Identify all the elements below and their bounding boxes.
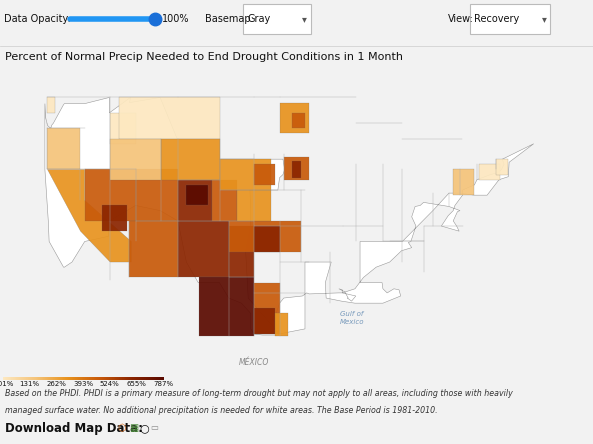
Text: Gray: Gray — [247, 14, 270, 24]
Polygon shape — [212, 180, 237, 221]
FancyBboxPatch shape — [470, 4, 550, 34]
Text: Data Opacity:: Data Opacity: — [4, 14, 71, 24]
Polygon shape — [45, 97, 534, 335]
Polygon shape — [254, 164, 275, 185]
Text: Percent of Normal Precip Needed to End Drought Conditions in 1 Month: Percent of Normal Precip Needed to End D… — [5, 52, 403, 62]
Text: 0.01%: 0.01% — [0, 381, 14, 387]
Polygon shape — [178, 180, 212, 221]
Text: Basemap:: Basemap: — [205, 14, 254, 24]
Polygon shape — [119, 97, 220, 139]
Text: 100%: 100% — [162, 14, 190, 24]
Text: managed surface water. No additional precipitation is needed for white areas. Th: managed surface water. No additional pre… — [5, 406, 438, 415]
Text: MÉXICO: MÉXICO — [239, 358, 269, 367]
Text: Recovery: Recovery — [474, 14, 519, 24]
Text: ▾: ▾ — [542, 14, 547, 24]
Polygon shape — [254, 226, 279, 252]
Polygon shape — [199, 278, 254, 336]
Polygon shape — [110, 113, 136, 144]
Text: 524%: 524% — [100, 381, 120, 387]
Polygon shape — [47, 170, 131, 262]
Polygon shape — [237, 190, 271, 221]
Polygon shape — [101, 206, 127, 231]
Text: ▭: ▭ — [150, 424, 158, 432]
Polygon shape — [284, 157, 309, 180]
Polygon shape — [479, 164, 500, 180]
Polygon shape — [47, 128, 81, 170]
Polygon shape — [85, 170, 136, 221]
Text: ⬡: ⬡ — [117, 423, 126, 433]
Polygon shape — [496, 159, 508, 174]
Polygon shape — [129, 221, 178, 278]
Text: Based on the PHDI. PHDI is a primary measure of long-term drought but may not ap: Based on the PHDI. PHDI is a primary mea… — [5, 389, 512, 398]
Polygon shape — [275, 313, 288, 336]
Polygon shape — [110, 139, 161, 180]
Text: 393%: 393% — [73, 381, 93, 387]
Polygon shape — [254, 308, 275, 334]
Polygon shape — [161, 139, 220, 180]
Text: ▦: ▦ — [129, 423, 138, 433]
Polygon shape — [47, 97, 55, 113]
Text: ▾: ▾ — [302, 14, 307, 24]
Polygon shape — [292, 161, 301, 178]
Text: View:: View: — [448, 14, 474, 24]
Polygon shape — [229, 226, 254, 278]
Text: 655%: 655% — [126, 381, 146, 387]
Polygon shape — [178, 221, 229, 278]
Polygon shape — [453, 170, 474, 195]
Text: ○: ○ — [139, 423, 149, 433]
Polygon shape — [292, 113, 305, 128]
Polygon shape — [220, 159, 271, 190]
Polygon shape — [186, 185, 208, 206]
Polygon shape — [279, 103, 309, 134]
Text: 262%: 262% — [46, 381, 66, 387]
Polygon shape — [136, 170, 178, 221]
Text: Gulf of
Mexico: Gulf of Mexico — [339, 311, 364, 325]
Polygon shape — [254, 282, 279, 334]
Text: Download Map Data:: Download Map Data: — [5, 421, 143, 435]
Text: 131%: 131% — [20, 381, 40, 387]
FancyBboxPatch shape — [243, 4, 311, 34]
Polygon shape — [229, 221, 301, 252]
Text: 787%: 787% — [153, 381, 173, 387]
